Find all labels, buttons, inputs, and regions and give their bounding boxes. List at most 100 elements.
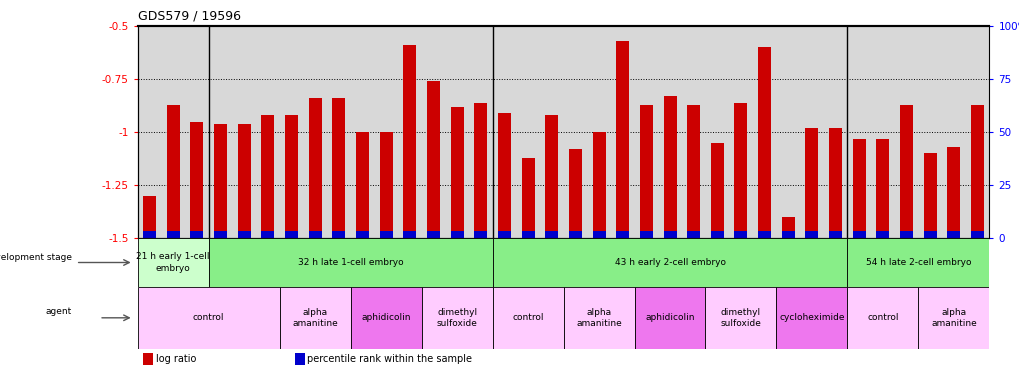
Bar [662, 96, 676, 238]
Bar [899, 105, 912, 238]
Bar [214, 124, 227, 238]
Bar [781, 231, 794, 238]
Bar [917, 287, 988, 349]
Bar [237, 124, 251, 238]
Bar [852, 138, 865, 238]
Text: alpha
amanitine: alpha amanitine [292, 308, 337, 328]
Bar [492, 238, 847, 287]
Bar [379, 231, 392, 238]
Bar [805, 128, 817, 238]
Text: development stage: development stage [0, 253, 71, 262]
Bar [639, 105, 652, 238]
Bar [710, 143, 723, 238]
Bar [569, 231, 581, 238]
Bar [427, 231, 439, 238]
Text: dimethyl
sulfoxide: dimethyl sulfoxide [719, 308, 760, 328]
Bar [474, 102, 487, 238]
Bar [284, 231, 298, 238]
Bar [970, 231, 983, 238]
Text: GDS579 / 19596: GDS579 / 19596 [138, 9, 240, 22]
Bar [852, 231, 865, 238]
Bar [923, 231, 935, 238]
Bar [427, 81, 439, 238]
Bar [687, 105, 699, 238]
Bar [805, 231, 817, 238]
Bar [705, 287, 775, 349]
Bar [564, 287, 634, 349]
Bar [545, 115, 557, 238]
Bar [847, 238, 988, 287]
Bar [970, 105, 983, 238]
Bar [474, 231, 487, 238]
Bar [450, 231, 464, 238]
Bar [947, 147, 960, 238]
Bar [521, 158, 534, 238]
Bar [492, 287, 562, 349]
Bar [379, 132, 392, 238]
Bar [847, 287, 917, 349]
Bar [138, 287, 279, 349]
Bar [615, 41, 629, 238]
Bar [569, 149, 581, 238]
Bar [261, 231, 274, 238]
Bar [497, 113, 511, 238]
Bar [294, 353, 305, 365]
Text: aphidicolin: aphidicolin [361, 314, 411, 322]
Bar [138, 238, 209, 287]
Bar [775, 287, 847, 349]
Bar [899, 231, 912, 238]
Bar [634, 287, 705, 349]
Text: log ratio: log ratio [156, 354, 196, 364]
Text: cycloheximide: cycloheximide [779, 314, 844, 322]
Text: control: control [193, 314, 224, 322]
Text: agent: agent [45, 307, 71, 316]
Bar [687, 231, 699, 238]
Text: aphidicolin: aphidicolin [645, 314, 694, 322]
Bar [497, 231, 511, 238]
Text: percentile rank within the sample: percentile rank within the sample [307, 354, 472, 364]
Bar [545, 231, 557, 238]
Bar [209, 238, 492, 287]
Bar [284, 115, 298, 238]
Bar [639, 231, 652, 238]
Bar [828, 231, 842, 238]
Text: alpha
amanitine: alpha amanitine [576, 308, 622, 328]
Bar [734, 102, 747, 238]
Bar [332, 98, 345, 238]
Bar [309, 98, 321, 238]
Text: control: control [866, 314, 898, 322]
Bar [166, 231, 179, 238]
Bar [356, 132, 369, 238]
Bar [592, 132, 605, 238]
Bar [710, 231, 723, 238]
Text: 32 h late 1-cell embryo: 32 h late 1-cell embryo [298, 258, 404, 267]
Bar [403, 231, 416, 238]
Bar [757, 231, 770, 238]
Bar [662, 231, 676, 238]
Bar [144, 353, 153, 365]
Bar [214, 231, 227, 238]
Bar [875, 138, 889, 238]
Bar [521, 231, 534, 238]
Bar [781, 217, 794, 238]
Bar [191, 231, 203, 238]
Bar [403, 45, 416, 238]
Bar [875, 231, 889, 238]
Bar [592, 231, 605, 238]
Bar [191, 122, 203, 238]
Bar [279, 287, 351, 349]
Text: control: control [512, 314, 543, 322]
Bar [828, 128, 842, 238]
Bar [734, 231, 747, 238]
Bar [351, 287, 421, 349]
Bar [356, 231, 369, 238]
Bar [421, 287, 492, 349]
Bar [166, 105, 179, 238]
Bar [923, 153, 935, 238]
Bar [947, 231, 960, 238]
Bar [757, 48, 770, 238]
Bar [261, 115, 274, 238]
Text: 21 h early 1-cell
embryo: 21 h early 1-cell embryo [137, 252, 210, 273]
Text: 54 h late 2-cell embryo: 54 h late 2-cell embryo [865, 258, 970, 267]
Bar [309, 231, 321, 238]
